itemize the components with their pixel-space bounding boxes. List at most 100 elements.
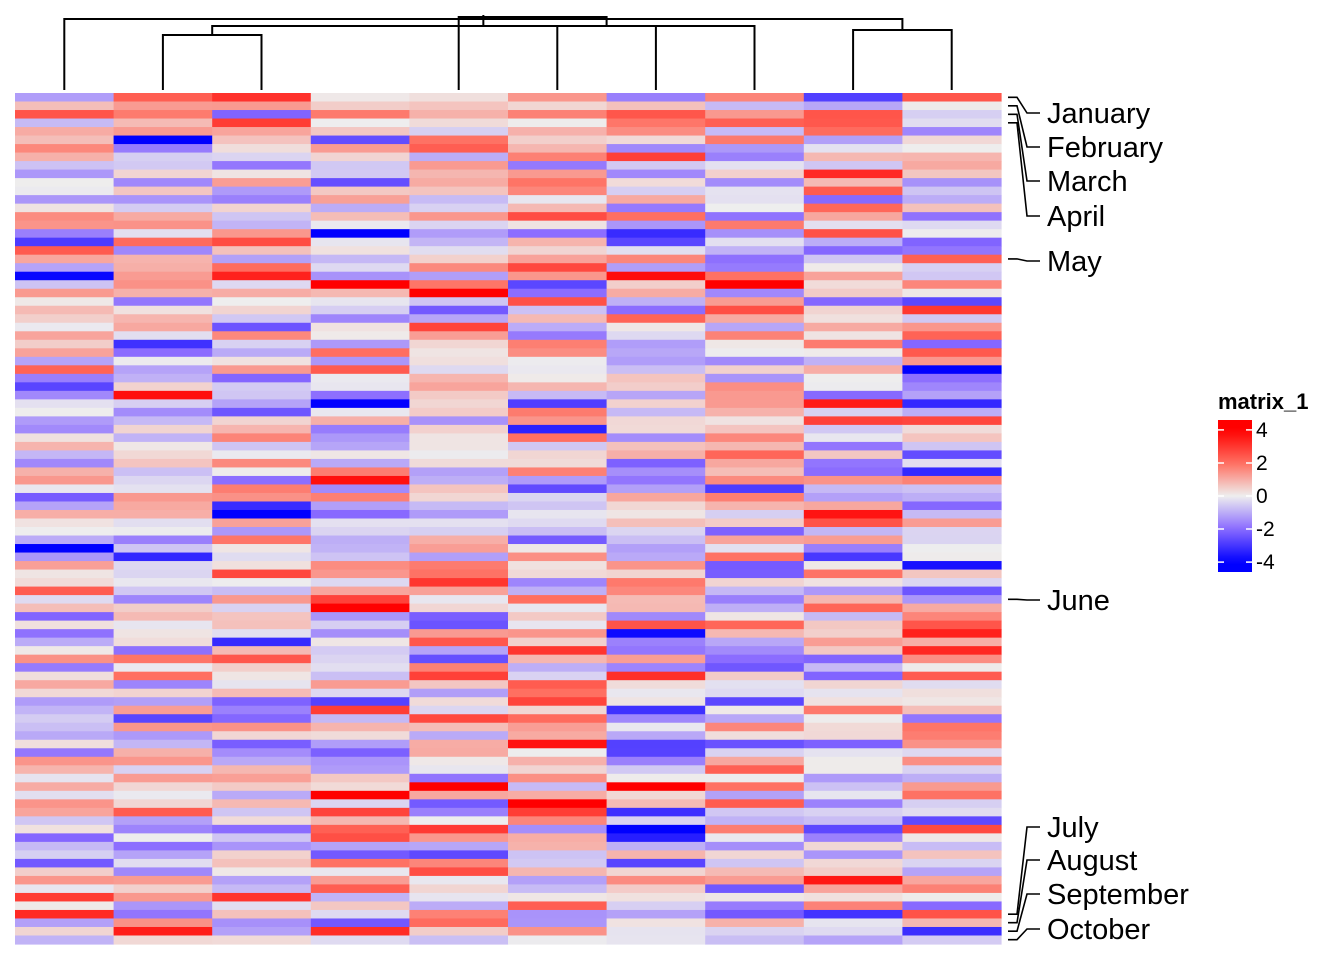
heatmap-cell (310, 339, 410, 349)
heatmap-cell (606, 722, 706, 732)
heatmap-cell (310, 127, 410, 137)
heatmap-cell (15, 646, 115, 656)
heatmap-cell (606, 646, 706, 656)
heatmap-cell (508, 697, 608, 707)
heatmap-cell (15, 527, 115, 537)
heatmap-cell (606, 178, 706, 188)
heatmap-cell (113, 280, 213, 290)
heatmap-cell (803, 144, 903, 154)
heatmap-cell (606, 552, 706, 562)
heatmap-cell (508, 646, 608, 656)
heatmap-cell (113, 509, 213, 520)
heatmap-cell (113, 637, 213, 647)
heatmap-cell (113, 229, 213, 239)
heatmap-cell (409, 790, 509, 800)
heatmap-cell (705, 178, 805, 188)
heatmap-cell (606, 544, 706, 554)
heatmap-cell (705, 424, 805, 434)
heatmap-cell (705, 833, 805, 843)
heatmap-cell (409, 399, 509, 409)
heatmap-cell (508, 569, 608, 579)
heatmap-cell (409, 492, 509, 503)
heatmap-cell (705, 875, 805, 886)
heatmap-cell (705, 237, 805, 247)
heatmap-cell (508, 926, 608, 937)
heatmap-cell (606, 680, 706, 690)
heatmap-cell (902, 671, 1002, 681)
heatmap-cell (113, 765, 213, 775)
heatmap-cell (15, 603, 115, 613)
heatmap-cell (508, 595, 608, 605)
heatmap-cell (606, 433, 706, 443)
heatmap-cell (212, 637, 312, 647)
heatmap-cell (113, 901, 213, 911)
heatmap-cell (15, 407, 115, 417)
row-annotation-label: October (1047, 914, 1150, 946)
heatmap-cell (409, 875, 509, 886)
heatmap-cell (508, 339, 608, 349)
heatmap-cell (15, 254, 115, 264)
heatmap-cell (113, 382, 213, 392)
heatmap-cell (606, 93, 706, 103)
heatmap-cell (902, 144, 1002, 154)
heatmap-cell (508, 833, 608, 843)
heatmap-cell (705, 569, 805, 579)
heatmap-cell (705, 714, 805, 724)
row-annotation-connector (1008, 113, 1040, 182)
heatmap-cell (902, 509, 1002, 520)
heatmap-cell (803, 790, 903, 800)
heatmap-cell (803, 399, 903, 409)
heatmap-cell (310, 620, 410, 630)
heatmap-cell (508, 561, 608, 571)
heatmap-cell (409, 484, 509, 494)
row-annotation-label: August (1047, 845, 1137, 877)
heatmap-cell (310, 807, 410, 817)
heatmap-cell (803, 816, 903, 826)
heatmap-cell (15, 356, 115, 366)
heatmap-cell (803, 441, 903, 452)
color-legend: matrix_1 4 2 0 -2 -4 (1218, 389, 1309, 574)
heatmap-cell (15, 144, 115, 154)
heatmap-cell (902, 220, 1002, 230)
heatmap-cell (409, 178, 509, 188)
heatmap-cell (15, 135, 115, 145)
heatmap-cell (803, 135, 903, 145)
heatmap-cell (902, 382, 1002, 392)
heatmap-cell (113, 714, 213, 724)
heatmap-cell (113, 544, 213, 554)
heatmap-cell (15, 892, 115, 903)
heatmap-cell (310, 867, 410, 877)
heatmap-cell (705, 773, 805, 783)
heatmap-cell (705, 212, 805, 222)
heatmap-cell (113, 297, 213, 307)
heatmap-cell (409, 297, 509, 307)
heatmap-cell (902, 561, 1002, 571)
heatmap-cell (409, 756, 509, 766)
heatmap-cell (606, 475, 706, 486)
heatmap-cell (606, 280, 706, 290)
heatmap-cell (310, 356, 410, 366)
heatmap-cell (705, 603, 805, 613)
heatmap-cell (803, 663, 903, 673)
heatmap-cell (606, 297, 706, 307)
heatmap-cell (705, 475, 805, 486)
heatmap-cell (803, 212, 903, 222)
heatmap-cell (409, 186, 509, 196)
heatmap-cell (15, 629, 115, 639)
heatmap-cell (310, 399, 410, 409)
heatmap-cell (15, 841, 115, 851)
heatmap-cell (606, 892, 706, 903)
heatmap-cell (409, 782, 509, 792)
heatmap-cell (606, 756, 706, 766)
heatmap-cell (212, 416, 312, 426)
heatmap-cell (803, 492, 903, 503)
heatmap-cell (409, 416, 509, 426)
heatmap-cell (113, 110, 213, 120)
heatmap-cell (15, 280, 115, 290)
heatmap-cell (705, 688, 805, 698)
legend-tick-label: -4 (1256, 551, 1275, 574)
heatmap-cell (902, 288, 1002, 298)
heatmap-cell (113, 595, 213, 605)
heatmap-cell (113, 305, 213, 315)
heatmap-cell (606, 731, 706, 741)
